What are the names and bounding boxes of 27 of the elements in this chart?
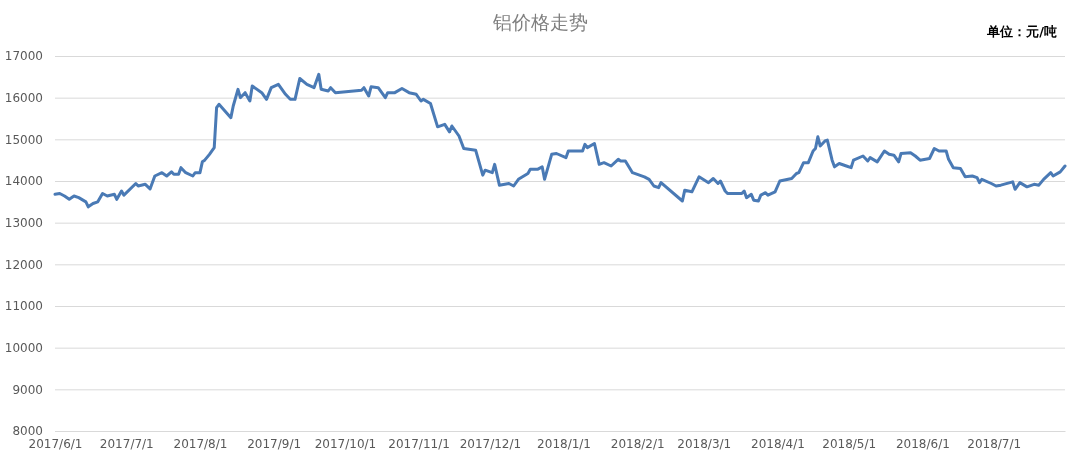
x-tick-label: 2018/3/1	[677, 436, 732, 451]
x-tick-label: 2018/2/1	[610, 436, 665, 451]
y-tick-label: 16000	[4, 91, 43, 106]
y-tick-label: 8000	[12, 424, 43, 439]
x-tick-label: 2017/8/1	[173, 436, 228, 451]
x-tick-label: 2018/4/1	[750, 436, 805, 451]
y-tick-label: 11000	[4, 299, 43, 314]
x-tick-label: 2018/6/1	[895, 436, 950, 451]
y-tick-label: 15000	[4, 132, 43, 147]
x-tick-label: 2017/7/1	[99, 436, 154, 451]
y-tick-label: 9000	[12, 382, 43, 397]
line-series	[53, 72, 1067, 209]
y-tick-label: 12000	[4, 257, 43, 272]
x-tick-label: 2017/11/1	[388, 436, 450, 451]
y-tick-label: 10000	[4, 341, 43, 356]
x-tick-label: 2018/1/1	[537, 436, 592, 451]
y-tick-label: 13000	[4, 216, 43, 231]
y-tick-label: 14000	[4, 174, 43, 189]
x-tick-label: 2017/12/1	[459, 436, 522, 451]
x-tick-label: 2017/9/1	[247, 436, 302, 451]
chart-title: 铝价格走势	[491, 11, 588, 33]
x-tick-label: 2018/5/1	[822, 436, 877, 451]
text: 单位：元/吨	[986, 24, 1057, 39]
x-tick-label: 2018/7/1	[967, 436, 1022, 451]
y-tick-label: 17000	[4, 49, 43, 64]
x-tick-label: 2017/6/1	[28, 436, 83, 451]
x-tick-label: 2017/10/1	[314, 436, 377, 451]
